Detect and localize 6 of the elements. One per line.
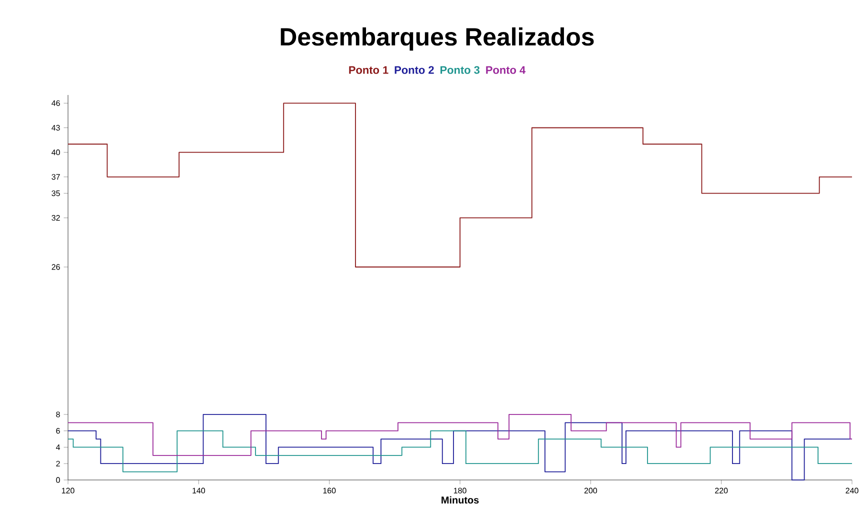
text: Ponto 4 xyxy=(486,66,526,74)
text: Ponto 1 xyxy=(349,66,388,74)
x-axis-title: Minutos xyxy=(442,496,479,504)
text: Ponto 3 xyxy=(440,66,480,74)
text: Ponto 2 xyxy=(394,66,434,74)
chart-title: Desembarques Realizados xyxy=(280,27,594,51)
